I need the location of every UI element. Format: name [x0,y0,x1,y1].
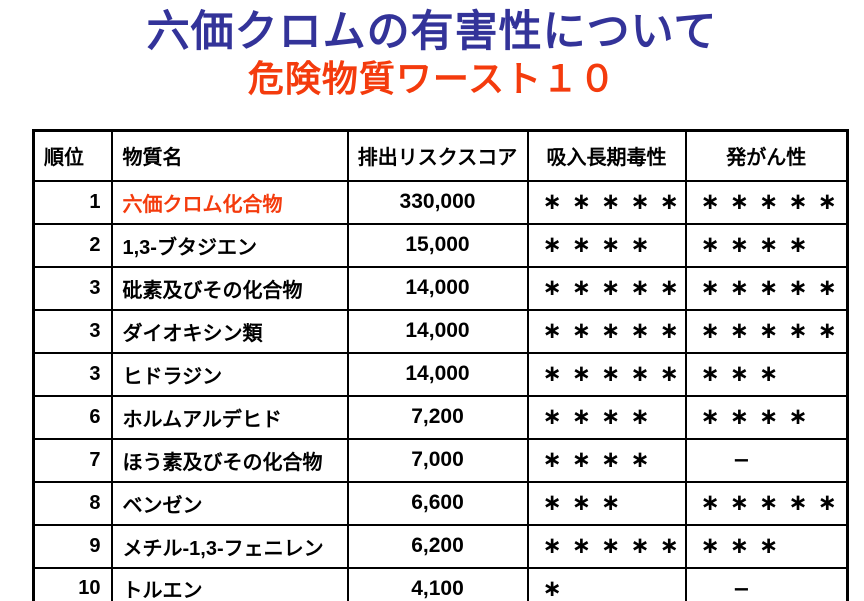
score-cell: 14,000 [346,351,529,397]
rank-cell: 10 [32,566,113,601]
rank-cell: 3 [32,265,113,311]
score-cell: 4,100 [346,566,529,601]
score-cell: 7,000 [346,437,529,483]
carcinogenicity-rating-cell: ∗∗∗∗∗ [684,308,849,354]
score-cell: 330,000 [346,179,529,225]
carcinogenicity-rating-cell: ∗∗∗∗ [684,222,849,268]
table-row: 3 ヒドラジン 14,000 ∗∗∗∗∗ ∗∗∗ [32,351,849,397]
inhalation-rating-cell: ∗ [526,566,687,601]
carcinogenicity-rating-cell: ∗∗∗∗ [684,394,849,440]
header-carcinogenicity: 発がん性 [684,129,849,182]
substance-name-cell: 六価クロム化合物 [110,179,349,225]
slide: 六価クロムの有害性について 危険物質ワースト１０ 順位 物質名 排出リスクスコア… [0,8,864,601]
inhalation-rating-cell: ∗∗∗∗ [526,437,687,483]
header-rank: 順位 [32,129,113,182]
score-cell: 7,200 [346,394,529,440]
table-row: 6 ホルムアルデヒド 7,200 ∗∗∗∗ ∗∗∗∗ [32,394,849,440]
page-subtitle: 危険物質ワースト１０ [247,58,617,100]
table-row: 7 ほう素及びその化合物 7,000 ∗∗∗∗ − [32,437,849,483]
substance-name-cell: トルエン [110,566,349,601]
substance-name-cell: 1,3-ブタジエン [110,222,349,268]
inhalation-rating-cell: ∗∗∗∗∗ [526,265,687,311]
carcinogenicity-rating-cell: ∗∗∗ [684,523,849,569]
score-cell: 14,000 [346,308,529,354]
inhalation-rating-cell: ∗∗∗∗ [526,222,687,268]
rank-cell: 8 [32,480,113,526]
inhalation-rating-cell: ∗∗∗∗∗ [526,351,687,397]
table-row: 3 砒素及びその化合物 14,000 ∗∗∗∗∗ ∗∗∗∗∗ [32,265,849,311]
substance-name-cell: 砒素及びその化合物 [110,265,349,311]
table-row: 2 1,3-ブタジエン 15,000 ∗∗∗∗ ∗∗∗∗ [32,222,849,268]
rank-cell: 2 [32,222,113,268]
inhalation-rating-cell: ∗∗∗∗ [526,394,687,440]
rank-cell: 3 [32,351,113,397]
page-title: 六価クロムの有害性について [146,8,718,56]
score-cell: 14,000 [346,265,529,311]
score-cell: 15,000 [346,222,529,268]
carcinogenicity-rating-cell: − [684,437,849,483]
carcinogenicity-rating-cell: ∗∗∗∗∗ [684,480,849,526]
table-row: 1 六価クロム化合物 330,000 ∗∗∗∗∗ ∗∗∗∗∗ [32,179,849,225]
carcinogenicity-rating-cell: ∗∗∗ [684,351,849,397]
carcinogenicity-rating-cell: − [684,566,849,601]
rank-cell: 1 [32,179,113,225]
rank-cell: 7 [32,437,113,483]
score-cell: 6,600 [346,480,529,526]
inhalation-rating-cell: ∗∗∗∗∗ [526,179,687,225]
rank-cell: 6 [32,394,113,440]
score-cell: 6,200 [346,523,529,569]
substance-name-cell: ホルムアルデヒド [110,394,349,440]
rank-cell: 3 [32,308,113,354]
substance-name-cell: ダイオキシン類 [110,308,349,354]
substance-name-cell: ベンゼン [110,480,349,526]
inhalation-rating-cell: ∗∗∗∗∗ [526,308,687,354]
table-header-row: 順位 物質名 排出リスクスコア 吸入長期毒性 発がん性 [32,129,849,182]
inhalation-rating-cell: ∗∗∗ [526,480,687,526]
substance-name-cell: メチル-1,3-フェニレン [110,523,349,569]
rank-cell: 9 [32,523,113,569]
table-row: 10 トルエン 4,100 ∗ − [32,566,849,601]
table-row: 9 メチル-1,3-フェニレン 6,200 ∗∗∗∗∗ ∗∗∗ [32,523,849,569]
carcinogenicity-rating-cell: ∗∗∗∗∗ [684,265,849,311]
carcinogenicity-rating-cell: ∗∗∗∗∗ [684,179,849,225]
substance-name-cell: ほう素及びその化合物 [110,437,349,483]
header-substance-name: 物質名 [110,129,349,182]
header-inhalation: 吸入長期毒性 [526,129,687,182]
worst10-table: 順位 物質名 排出リスクスコア 吸入長期毒性 発がん性 1 六価クロム化合物 3… [32,129,849,601]
inhalation-rating-cell: ∗∗∗∗∗ [526,523,687,569]
substance-name-cell: ヒドラジン [110,351,349,397]
table-row: 8 ベンゼン 6,600 ∗∗∗ ∗∗∗∗∗ [32,480,849,526]
header-risk-score: 排出リスクスコア [346,129,529,182]
table-row: 3 ダイオキシン類 14,000 ∗∗∗∗∗ ∗∗∗∗∗ [32,308,849,354]
